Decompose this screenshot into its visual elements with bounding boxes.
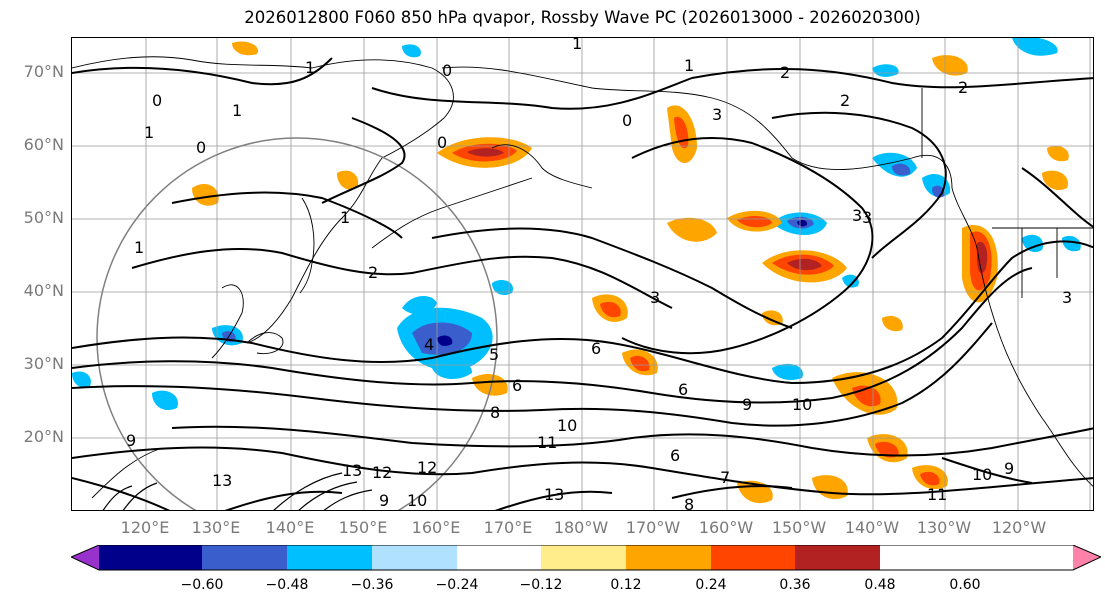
colorbar-cell — [99, 545, 202, 570]
contour-label: 2 — [840, 91, 850, 110]
contour-label: 0 — [622, 111, 632, 130]
lon-label-130e: 130°E — [191, 518, 241, 537]
lon-label-140e: 140°E — [265, 518, 315, 537]
colorbar-cell — [287, 545, 372, 570]
colorbar-extension-low — [71, 545, 99, 570]
contour-label: 4 — [424, 335, 434, 354]
lat-label-60n: 60°N — [23, 135, 64, 154]
contour-label: 13 — [212, 471, 232, 490]
contour-label: 13 — [544, 485, 564, 504]
contour-label: 10 — [557, 416, 577, 435]
lat-label-40n: 40°N — [23, 281, 64, 300]
colorbar — [71, 545, 1101, 571]
lon-label-120e: 120°E — [120, 518, 170, 537]
contour-label: 1 — [572, 38, 582, 53]
lon-label-150e: 150°E — [338, 518, 388, 537]
contour-label: 3 — [862, 208, 872, 227]
colorbar-cells — [71, 545, 1101, 570]
contour-labels: 1 0 1 2 2 1 0 1 1 0 1 0 3 3 2 3 3 4 5 6 … — [126, 38, 1072, 511]
contour-label: 3 — [852, 206, 862, 225]
contour-label: 7 — [720, 468, 730, 487]
contour-label: 12 — [417, 458, 437, 477]
colorbar-cell — [457, 545, 541, 570]
colorbar-cell — [711, 545, 795, 570]
lat-label-50n: 50°N — [23, 208, 64, 227]
contour-label: 13 — [342, 461, 362, 480]
contour-label: 1 — [684, 56, 694, 75]
contour-label: 9 — [1004, 459, 1014, 478]
contour-label: 6 — [512, 376, 522, 395]
colorbar-cell — [541, 545, 626, 570]
contour-label: 6 — [670, 446, 680, 465]
contour-label: 0 — [442, 61, 452, 80]
contour-label: 6 — [678, 380, 688, 399]
contour-label: 9 — [379, 491, 389, 510]
contour-label: 1 — [305, 58, 315, 77]
contour-label: 10 — [792, 395, 812, 414]
contour-label: 5 — [489, 345, 499, 364]
contour-label: 1 — [144, 123, 154, 142]
contour-label: 1 — [340, 208, 350, 227]
contour-label: 3 — [650, 288, 660, 307]
contours-thin — [102, 472, 373, 510]
colorbar-cell — [202, 545, 287, 570]
rossby-wave-circle — [96, 137, 498, 510]
colorbar-tick: −0.12 — [519, 577, 563, 593]
lon-label-140w: 140°W — [844, 518, 900, 537]
contour-label: 10 — [407, 491, 427, 510]
colorbar-tick: −0.36 — [350, 577, 394, 593]
lon-label-180w: 180°W — [553, 518, 609, 537]
chart-title: 2026012800 F060 850 hPa qvapor, Rossby W… — [244, 8, 921, 27]
coastlines — [72, 56, 1093, 499]
contour-label: 1 — [134, 238, 144, 257]
contour-label: 2 — [368, 263, 378, 282]
contours — [72, 57, 1093, 510]
contour-label: 12 — [372, 463, 392, 482]
contour-label: 0 — [152, 91, 162, 110]
map-canvas: 1 0 1 2 2 1 0 1 1 0 1 0 3 3 2 3 3 4 5 6 … — [72, 38, 1093, 511]
contour-label: 2 — [780, 63, 790, 82]
contour-label: 11 — [537, 433, 557, 452]
colorbar-tick: 0.60 — [949, 577, 981, 593]
contour-label: 9 — [126, 431, 136, 450]
colorbar-cell — [626, 545, 711, 570]
contour-label: 0 — [437, 133, 447, 152]
lon-label-120w: 120°W — [991, 518, 1047, 537]
colorbar-tick: 0.48 — [864, 577, 896, 593]
colorbar-tick: −0.60 — [180, 577, 224, 593]
colorbar-tick: −0.48 — [265, 577, 309, 593]
lon-label-160w: 160°W — [698, 518, 754, 537]
contour-label: 3 — [1062, 288, 1072, 307]
lat-label-20n: 20°N — [23, 427, 64, 446]
lat-label-30n: 30°N — [23, 354, 64, 373]
contour-label: 8 — [684, 495, 694, 511]
contour-label: 3 — [712, 105, 722, 124]
contour-label: 2 — [958, 78, 968, 97]
colorbar-cell — [795, 545, 880, 570]
colorbar-tick: 0.24 — [695, 577, 727, 593]
lon-label-170w: 170°W — [625, 518, 681, 537]
contour-label: 1 — [232, 101, 242, 120]
contour-label: 9 — [742, 395, 752, 414]
map-panel: 1 0 1 2 2 1 0 1 1 0 1 0 3 3 2 3 3 4 5 6 … — [71, 37, 1094, 511]
lon-label-160e: 160°E — [411, 518, 461, 537]
colorbar-cell — [372, 545, 457, 570]
contour-label: 10 — [972, 465, 992, 484]
lon-label-150w: 150°W — [771, 518, 827, 537]
colorbar-extension-high — [1073, 545, 1101, 570]
contour-label: 11 — [927, 485, 947, 504]
lon-label-170e: 170°E — [483, 518, 533, 537]
lat-label-70n: 70°N — [23, 62, 64, 81]
contour-label: 8 — [490, 403, 500, 422]
lon-label-130w: 130°W — [916, 518, 972, 537]
colorbar-tick: 0.12 — [610, 577, 642, 593]
contour-label: 6 — [591, 339, 601, 358]
contour-label: 0 — [196, 138, 206, 157]
colorbar-tick: −0.24 — [435, 577, 479, 593]
colorbar-tick: 0.36 — [779, 577, 811, 593]
